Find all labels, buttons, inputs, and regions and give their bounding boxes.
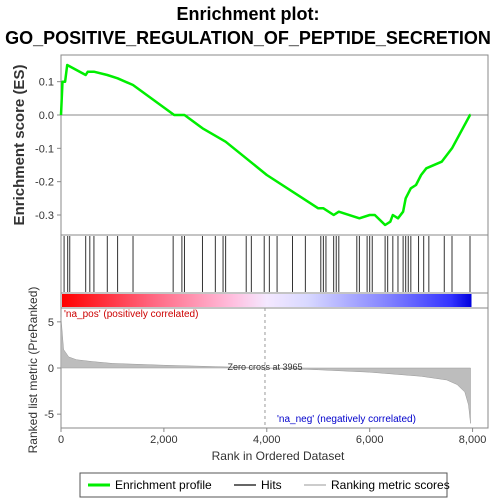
x-tick-label: 8,000	[459, 434, 487, 446]
rank-y-ticks: 5 0 -5	[44, 317, 61, 421]
chart-title-line1: Enrichment plot:	[177, 4, 320, 24]
ranked-list-heatbar	[62, 294, 472, 307]
legend-box	[79, 472, 448, 498]
x-axis-label: Rank in Ordered Dataset	[212, 449, 345, 463]
hits-panel-frame	[60, 234, 489, 294]
rank-y-tick-label: -5	[44, 409, 54, 421]
negative-correlation-label: 'na_neg' (negatively correlated)	[277, 414, 416, 425]
rank-y-tick-label: 5	[48, 317, 54, 329]
rank-y-axis-label: Ranked list metric (PreRanked)	[26, 287, 40, 454]
enrichment-profile-line	[59, 63, 472, 227]
x-axis-ticks: 0 2,000 4,000 6,000 8,000	[58, 428, 486, 446]
x-tick-label: 2,000	[150, 434, 178, 446]
rank-y-tick-label: 0	[48, 363, 54, 375]
legend-label: Enrichment profile	[115, 478, 212, 492]
x-tick-label: 4,000	[253, 434, 281, 446]
es-y-tick-label: -0.1	[35, 143, 54, 155]
ranking-metric-area	[60, 317, 471, 424]
zero-cross-label: Zero cross at 3965	[227, 362, 302, 372]
es-y-tick-label: 0.1	[39, 77, 54, 89]
legend-label: Ranking metric scores	[331, 478, 450, 492]
es-y-ticks: 0.1 0.0 -0.1 -0.2 -0.3	[35, 77, 61, 222]
es-y-axis-label: Enrichment score (ES)	[11, 65, 28, 226]
positive-correlation-label: 'na_pos' (positively correlated)	[64, 309, 198, 320]
legend-label: Hits	[261, 478, 282, 492]
chart-title-line2: GO_POSITIVE_REGULATION_OF_PEPTIDE_SECRET…	[5, 28, 491, 48]
es-y-tick-label: 0.0	[39, 110, 54, 122]
legend: Enrichment profile Hits Ranking metric sco…	[88, 478, 450, 492]
x-tick-label: 0	[58, 434, 64, 446]
hit-lines	[63, 236, 471, 292]
es-y-tick-label: -0.3	[35, 210, 54, 222]
es-y-tick-label: -0.2	[35, 177, 54, 189]
x-tick-label: 6,000	[356, 434, 384, 446]
